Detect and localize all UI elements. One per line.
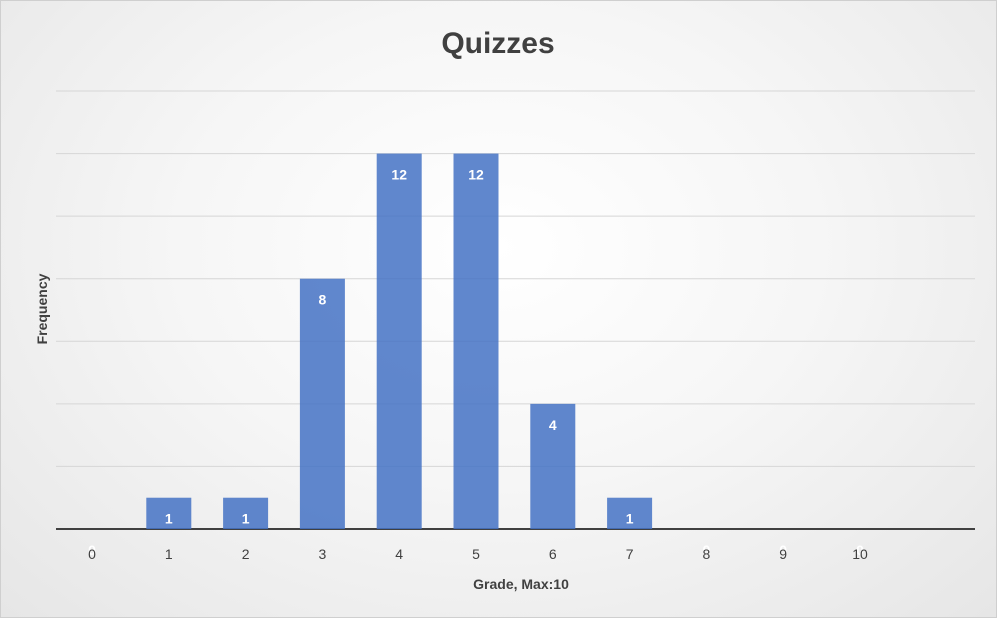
x-tick-label: 0 (88, 546, 96, 562)
data-label: 1 (242, 511, 250, 527)
bar (146, 497, 192, 529)
bar (376, 153, 422, 530)
data-label: 12 (468, 167, 484, 183)
chart-title: Quizzes (441, 27, 554, 60)
bars (146, 153, 653, 530)
data-label: 0 (88, 542, 96, 558)
bar (299, 278, 345, 529)
bar (530, 403, 576, 529)
data-label: 1 (165, 511, 173, 527)
bar (607, 497, 653, 529)
data-label: 0 (856, 542, 864, 558)
data-label: 1 (626, 511, 634, 527)
data-label: 0 (779, 542, 787, 558)
data-label: 8 (319, 292, 327, 308)
bar (223, 497, 269, 529)
x-tick-labels: 0 1 2 3 4 5 6 7 8 9 10 (88, 546, 868, 562)
data-labels: 0 1 1 8 12 12 4 1 0 0 0 (88, 167, 864, 558)
data-label: 12 (391, 167, 407, 183)
x-tick-label: 1 (165, 546, 173, 562)
x-tick-label: 9 (779, 546, 787, 562)
x-tick-label: 2 (242, 546, 250, 562)
gridlines (56, 90, 975, 530)
x-tick-label: 4 (395, 546, 403, 562)
x-tick-label: 3 (319, 546, 327, 562)
y-axis-label: Frequency (34, 273, 50, 344)
x-tick-label: 10 (852, 546, 868, 562)
data-label: 0 (703, 542, 711, 558)
x-tick-label: 8 (703, 546, 711, 562)
x-tick-label: 5 (472, 546, 480, 562)
x-axis-label: Grade, Max:10 (473, 576, 569, 592)
x-tick-label: 7 (626, 546, 634, 562)
bar (453, 153, 499, 530)
data-label: 4 (549, 417, 557, 433)
x-tick-label: 6 (549, 546, 557, 562)
